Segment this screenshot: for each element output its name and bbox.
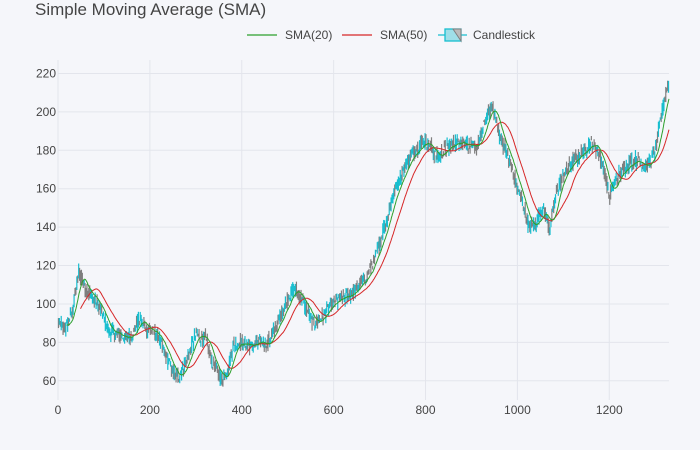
y-tick-label: 220 — [36, 66, 56, 80]
sma50-line — [80, 121, 670, 369]
legend-sma20-label: SMA(20) — [285, 28, 332, 42]
grid — [57, 60, 669, 400]
sma20-line — [66, 98, 670, 378]
legend: SMA(20) SMA(50) Candlestick — [247, 28, 536, 43]
legend-candlestick-label: Candlestick — [473, 28, 536, 42]
y-tick-label: 100 — [36, 297, 56, 311]
y-tick-label: 160 — [36, 182, 56, 196]
axis-ticks: 60 80 100 120 140 160 180 200 220 0 200 400 600 800 10… — [36, 66, 623, 417]
x-tick-label: 400 — [232, 403, 252, 417]
x-tick-label: 800 — [416, 403, 436, 417]
y-tick-label: 140 — [36, 220, 56, 234]
y-tick-label: 60 — [43, 374, 57, 388]
y-tick-label: 200 — [36, 105, 56, 119]
x-tick-label: 1000 — [504, 403, 531, 417]
y-tick-label: 180 — [36, 143, 56, 157]
x-tick-label: 1200 — [596, 403, 623, 417]
chart-title: Simple Moving Average (SMA) — [35, 0, 267, 19]
x-tick-label: 600 — [324, 403, 344, 417]
x-tick-label: 200 — [140, 403, 160, 417]
y-tick-label: 120 — [36, 259, 56, 273]
x-tick-label: 0 — [55, 403, 62, 417]
legend-candle-down — [452, 28, 462, 43]
y-tick-label: 80 — [43, 335, 57, 349]
legend-sma50-label: SMA(50) — [380, 28, 427, 42]
